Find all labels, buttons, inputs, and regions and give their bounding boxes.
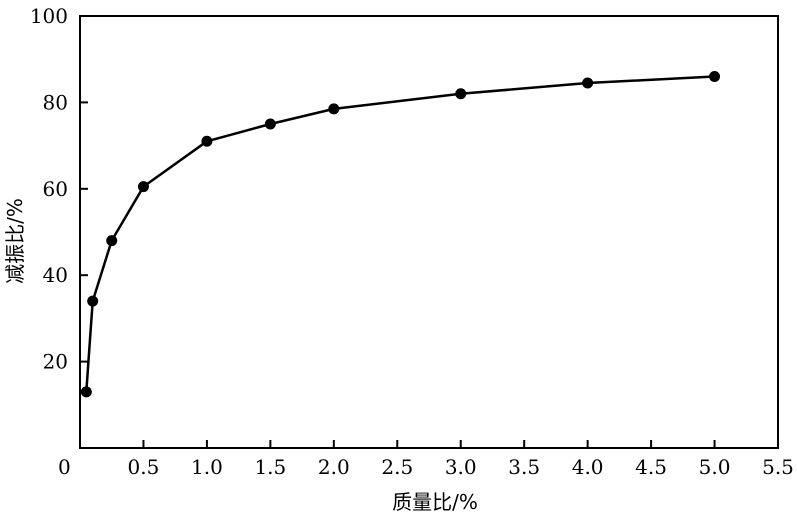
y-tick-label: 40 [43,263,68,287]
x-tick-label: 0.5 [128,455,160,479]
data-point [328,103,340,115]
data-point [264,118,276,130]
x-tick-label: 5.5 [762,455,794,479]
x-tick-label: 3.5 [508,455,540,479]
y-tick-label: 80 [43,90,68,114]
data-point [137,181,149,193]
x-tick-label: 2.0 [318,455,350,479]
y-tick-label: 20 [43,350,68,374]
x-tick-label: 4.5 [635,455,667,479]
y-tick-label: 100 [30,4,68,28]
data-point [709,70,721,82]
y-tick-label: 60 [43,177,68,201]
x-tick-label: 1.0 [191,455,223,479]
x-axis-title: 质量比/% [392,490,478,514]
data-point [582,77,594,89]
x-tick-label: 3.0 [445,455,477,479]
x-tick-label: 0 [58,455,71,479]
y-axis-title: 减振比/% [3,198,27,284]
data-point [201,135,213,147]
x-tick-label: 1.5 [254,455,286,479]
x-tick-label: 4.0 [572,455,604,479]
x-tick-label: 2.5 [381,455,413,479]
y-axis-ticks: 20 40 60 80 100 [30,4,88,374]
data-point [80,386,92,398]
data-point [106,235,118,247]
x-axis-ticks: 0 0.5 1.0 1.5 2.0 2.5 3.0 3.5 4.0 4.5 5.0 5.5 [58,440,794,479]
x-tick-label: 5.0 [699,455,731,479]
data-point [455,88,467,100]
data-point [87,295,99,307]
series-line [85,75,715,392]
data-points [80,70,721,398]
plot-frame [79,15,779,449]
